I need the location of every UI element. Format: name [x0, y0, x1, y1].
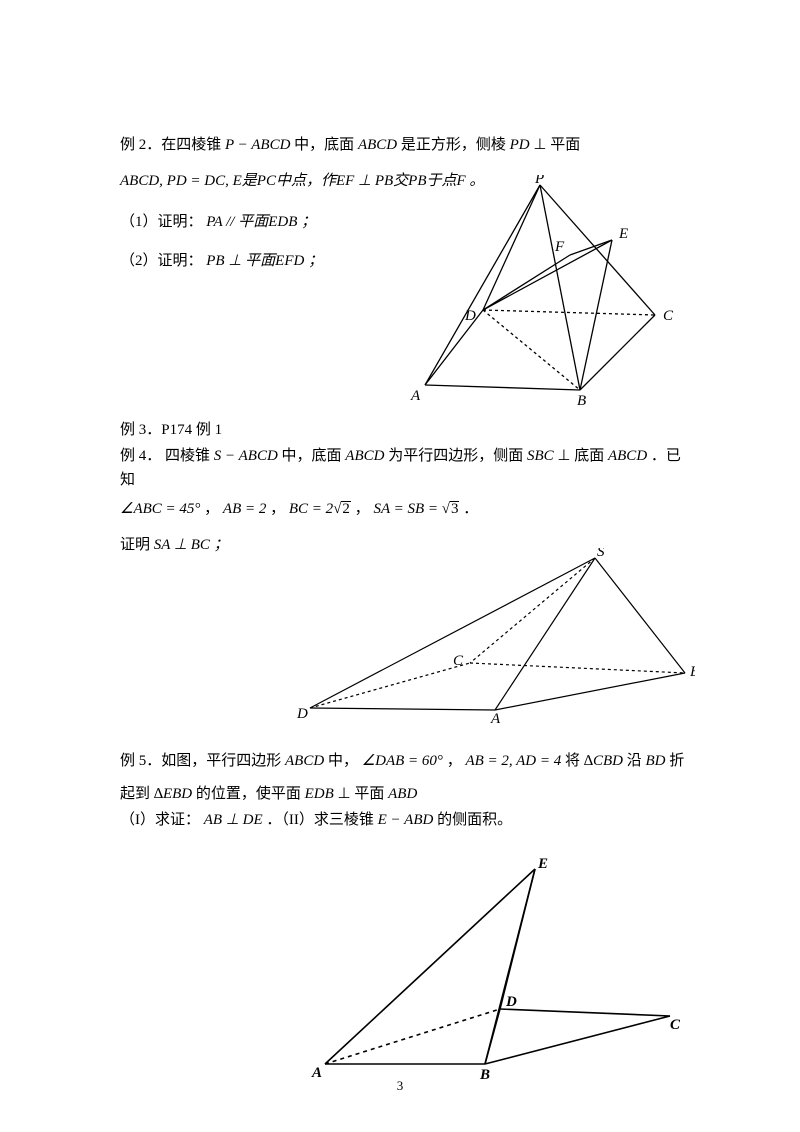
ex2-afterbase: 是正方形，侧棱 — [401, 137, 510, 153]
ex5-l2a: 起到 — [120, 786, 154, 802]
ex4-sabcd: S − ABCD — [214, 448, 278, 464]
ex4-l2end: ． — [463, 501, 478, 517]
ex4-bc-root: 2 — [341, 501, 351, 517]
ex5-ebd: ∆EBD — [154, 786, 192, 802]
label-d: D — [464, 308, 476, 324]
figure3-labels: E D C A B — [311, 856, 680, 1083]
ex4-after: 为平行四边形，侧面 — [388, 448, 527, 464]
label-c: C — [663, 308, 674, 324]
ex4-pre: 例 4． 四棱锥 — [120, 448, 214, 464]
label-c: C — [453, 653, 464, 669]
figure1-labels: P E F D C A B — [410, 175, 674, 405]
ex4-perp: ⊥ 底面 — [557, 448, 608, 464]
ex4-s1: ， — [204, 501, 223, 517]
ex4-ab: AB = 2 — [223, 501, 266, 517]
ex5-l2b: 的位置，使平面 — [196, 786, 305, 802]
ex4-line2: ∠ABC = 45° ， AB = 2 ， BC = 2√2 ， SA = SB… — [120, 494, 685, 524]
ex5-after: 将 — [565, 753, 584, 769]
ex4-sasb-pre: SA = SB = — [373, 501, 441, 517]
label-p: P — [534, 175, 544, 187]
figure-pyramid-pabcd: P E F D C A B — [405, 175, 680, 405]
ex5-tri: ∆CBD — [584, 753, 623, 769]
ex2-base: ABCD — [358, 137, 397, 153]
label-d: D — [505, 994, 517, 1010]
ex4-sbc: SBC — [527, 448, 554, 464]
label-a: A — [490, 711, 501, 723]
label-e: E — [537, 856, 548, 872]
ex4-sasb-root: 3 — [450, 501, 460, 517]
ex5-l1end: 折 — [669, 753, 684, 769]
ex5-l2c: ⊥ 平面 — [338, 786, 389, 802]
figure2-labels: S C B D A — [296, 548, 695, 723]
ex5-pre: 例 5．如图，平行四边形 — [120, 753, 285, 769]
ex4-l3-pre: 证明 — [120, 537, 154, 553]
ex4-angle: ∠ABC = 45° — [120, 501, 200, 517]
ex5-l3mid: ．（II）求三棱锥 — [266, 812, 377, 828]
ex5-sep: ， — [447, 753, 466, 769]
label-d: D — [296, 706, 308, 722]
ex5-line2: 起到 ∆EBD 的位置，使平面 EDB ⊥ 平面 ABD — [120, 782, 685, 806]
figure-eabd: E D C A B — [300, 854, 680, 1084]
ex5-eabd: E − ABD — [378, 812, 434, 828]
ex2-p2-pre: （2）证明： — [120, 253, 203, 269]
ex5-abde: AB ⊥ DE — [204, 812, 263, 828]
ex5-l3a: （I）求证： — [120, 812, 200, 828]
ex4-l3-body: SA ⊥ BC ； — [154, 537, 229, 553]
label-e: E — [618, 226, 628, 242]
label-s: S — [597, 548, 605, 560]
ex2-p2-body: PB ⊥ 平面EFD ； — [206, 253, 323, 269]
ex5-abcd: ABCD — [285, 753, 324, 769]
ex4-abcd2: ABCD — [608, 448, 647, 464]
label-b: B — [577, 393, 586, 405]
ex4-line1: 例 4． 四棱锥 S − ABCD 中，底面 ABCD 为平行四边形，侧面 SB… — [120, 444, 685, 492]
ex5-mid: 中， — [328, 753, 358, 769]
ex4-s3: ， — [355, 501, 374, 517]
ex5-ab: AB = 2, AD = 4 — [465, 753, 561, 769]
ex2-p1-pre: （1）证明： — [120, 214, 203, 230]
label-a: A — [410, 388, 421, 404]
ex4-s2: ， — [270, 501, 289, 517]
ex2-pyramid: P − ABCD — [225, 137, 290, 153]
label-b: B — [690, 664, 695, 680]
ex5-line1: 例 5．如图，平行四边形 ABCD 中， ∠DAB = 60° ， AB = 2… — [120, 746, 685, 776]
page-number: 3 — [0, 1078, 800, 1094]
label-c: C — [670, 1017, 680, 1033]
ex3-text: 例 3．P174 例 1 — [120, 422, 222, 438]
ex5-bd: BD — [645, 753, 665, 769]
ex5-line3: （I）求证： AB ⊥ DE ．（II）求三棱锥 E − ABD 的侧面积。 — [120, 808, 685, 832]
ex5-abd: ABD — [388, 786, 417, 802]
ex2-pd: PD — [510, 137, 530, 153]
ex2-line1: 例 2．在四棱锥 P − ABCD 中，底面 ABCD 是正方形，侧棱 PD ⊥… — [120, 130, 685, 160]
ex3: 例 3．P174 例 1 — [120, 418, 685, 442]
ex5-along: 沿 — [627, 753, 646, 769]
ex5-angle: ∠DAB = 60° — [362, 753, 443, 769]
ex2-mid: 中，底面 — [294, 137, 358, 153]
ex5-edb: EDB — [305, 786, 334, 802]
ex2-p1-body: PA // 平面EDB ； — [206, 214, 316, 230]
ex2-prefix: 例 2．在四棱锥 — [120, 137, 225, 153]
ex4-abcd: ABCD — [345, 448, 384, 464]
figure-pyramid-sabcd: S C B D A — [295, 548, 695, 723]
ex4-bc-pre: BC = 2 — [289, 501, 333, 517]
ex2-perp: ⊥ 平面 — [533, 137, 580, 153]
ex5-l3end: 的侧面积。 — [437, 812, 512, 828]
label-f: F — [554, 239, 565, 255]
ex4-mid: 中，底面 — [282, 448, 346, 464]
